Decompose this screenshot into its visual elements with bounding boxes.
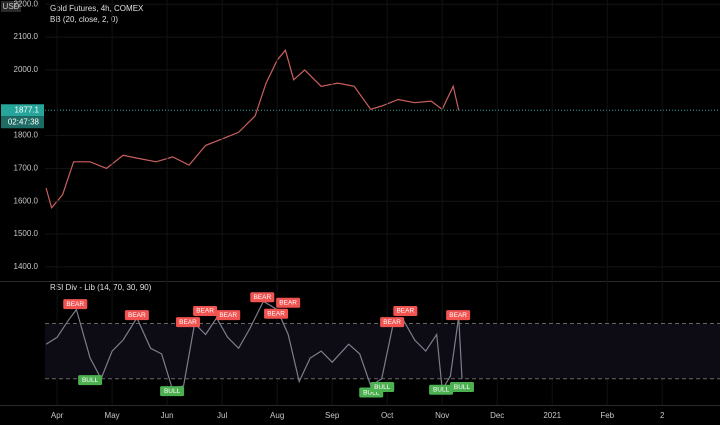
- signal-label: BULL: [433, 387, 450, 394]
- y-tick-label: 1500.0: [14, 229, 39, 238]
- signal-label: BULL: [454, 384, 471, 391]
- y-tick-label: 1800.0: [14, 131, 39, 140]
- x-tick-label: 2: [660, 411, 665, 420]
- signal-label-box: [380, 317, 405, 328]
- signal-label-box: [250, 292, 275, 303]
- last-price-tag: [1, 104, 44, 117]
- signal-label-box: [160, 386, 185, 397]
- signal-label-box: [393, 306, 418, 317]
- signal-label: BEAR: [66, 301, 84, 308]
- x-tick-label: Sep: [325, 411, 340, 420]
- countdown-tag: [1, 116, 44, 129]
- signal-label: BEAR: [449, 312, 467, 319]
- signal-label: BEAR: [128, 312, 146, 319]
- signal-label: BEAR: [267, 311, 285, 318]
- rsi-band: [45, 323, 720, 379]
- last-price-label: 1877.1: [15, 105, 40, 114]
- signal-label: BEAR: [179, 319, 197, 326]
- x-tick-label: May: [105, 411, 120, 420]
- currency-label: USD: [3, 2, 20, 11]
- signal-label-box: [193, 306, 218, 317]
- x-tick-label: Jul: [217, 411, 227, 420]
- signal-label-box: [216, 310, 241, 321]
- x-tick-label: Nov: [435, 411, 449, 420]
- price-line: [45, 48, 460, 210]
- signal-label-box: [449, 382, 474, 393]
- signal-label-box: [429, 384, 454, 395]
- signal-label: BULL: [164, 388, 181, 395]
- signal-label-box: [63, 299, 88, 310]
- x-tick-label: Feb: [600, 411, 614, 420]
- rsi-title: RSI Div - Lib (14, 70, 30, 90): [50, 283, 152, 292]
- x-tick-label: Apr: [51, 411, 64, 420]
- indicator-title: BB (20, close, 2, 0): [50, 15, 118, 24]
- y-tick-label: 1600.0: [14, 196, 39, 205]
- signal-label-box: [78, 375, 103, 386]
- signal-label-box: [176, 317, 201, 328]
- y-tick-label: 1400.0: [14, 262, 39, 271]
- signal-label-box: [446, 310, 471, 321]
- signal-label: BEAR: [279, 299, 297, 306]
- signal-label: BULL: [363, 389, 380, 396]
- signal-label: BEAR: [196, 308, 214, 315]
- x-tick-label: Dec: [490, 411, 504, 420]
- signal-label: BULL: [82, 377, 99, 384]
- countdown-label: 02:47:38: [8, 117, 40, 126]
- signal-label: BULL: [374, 384, 391, 391]
- signal-label-box: [370, 382, 395, 393]
- signal-label-box: [124, 310, 149, 321]
- y-tick-label: 2100.0: [14, 32, 39, 41]
- x-tick-label: Jun: [161, 411, 174, 420]
- x-tick-label: Oct: [381, 411, 394, 420]
- signal-label: BEAR: [396, 308, 414, 315]
- signal-label-box: [276, 297, 301, 308]
- y-tick-label: 2000.0: [14, 65, 39, 74]
- y-tick-label: 2200.0: [14, 0, 39, 8]
- signal-label: BEAR: [219, 312, 237, 319]
- x-tick-label: Aug: [270, 411, 284, 420]
- currency-box: [1, 1, 21, 12]
- y-tick-label: 1700.0: [14, 164, 39, 173]
- signal-label: BEAR: [253, 294, 271, 301]
- signal-label-box: [264, 308, 289, 319]
- x-tick-label: 2021: [543, 411, 561, 420]
- signal-label: BEAR: [383, 319, 401, 326]
- chart-title: Gold Futures, 4h, COMEX: [50, 4, 144, 13]
